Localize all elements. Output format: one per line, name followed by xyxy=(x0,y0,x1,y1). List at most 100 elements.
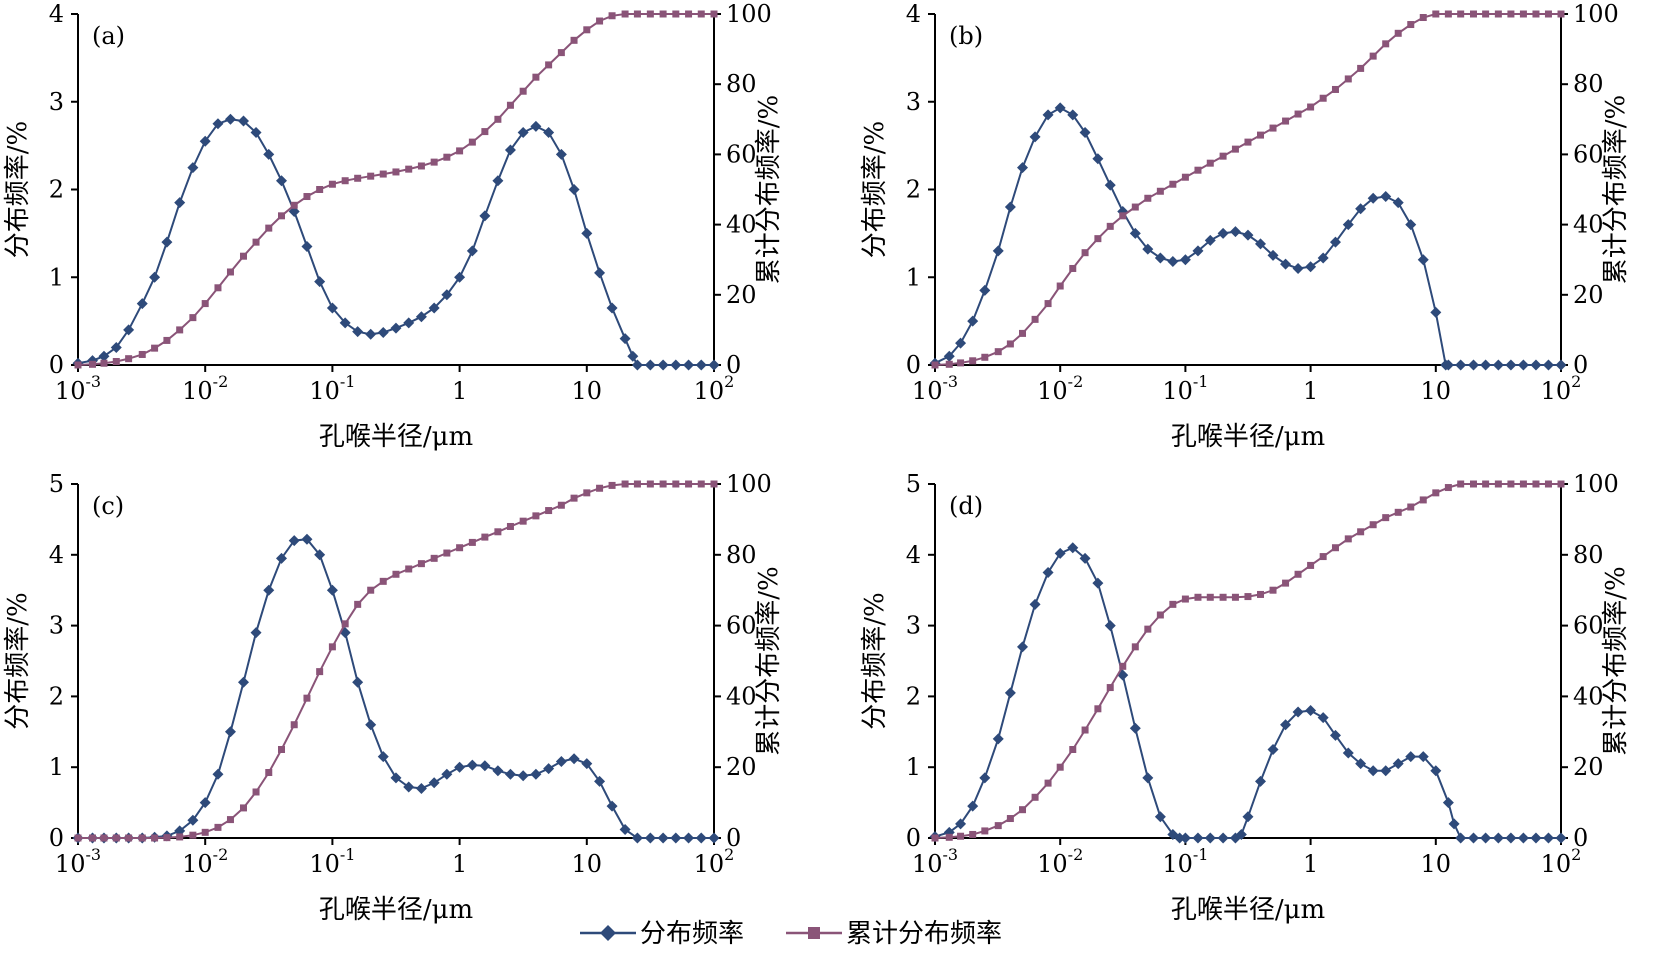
data-point-cumulative xyxy=(379,577,387,585)
data-point-cumulative xyxy=(367,586,375,594)
data-point-distribution xyxy=(454,761,466,773)
y-left-tick-label: 2 xyxy=(49,176,64,204)
data-point-cumulative xyxy=(379,170,387,178)
data-point-cumulative xyxy=(1181,173,1189,181)
y-left-tick-label: 4 xyxy=(49,541,64,569)
data-point-cumulative xyxy=(328,180,336,188)
data-point-cumulative xyxy=(201,300,209,308)
data-point-distribution xyxy=(708,359,720,371)
data-point-distribution xyxy=(1029,598,1041,610)
data-point-distribution xyxy=(174,197,186,209)
data-point-cumulative xyxy=(994,348,1002,356)
y-right-tick-label: 0 xyxy=(726,824,741,852)
data-point-cumulative xyxy=(1119,662,1127,670)
data-point-cumulative xyxy=(456,147,464,155)
data-point-cumulative xyxy=(1507,10,1515,18)
data-point-cumulative xyxy=(1257,590,1265,598)
data-point-cumulative xyxy=(214,823,222,831)
data-point-distribution xyxy=(1455,832,1467,844)
series-line-distribution xyxy=(934,106,1561,366)
data-point-cumulative xyxy=(994,822,1002,830)
data-point-cumulative xyxy=(1119,212,1127,220)
data-point-cumulative xyxy=(74,361,82,369)
data-point-distribution xyxy=(1367,765,1379,777)
data-point-cumulative xyxy=(1307,103,1315,111)
data-point-cumulative xyxy=(151,344,159,352)
panel-label: (a) xyxy=(92,22,125,50)
data-point-distribution xyxy=(708,832,720,844)
data-point-distribution xyxy=(627,350,639,362)
legend-label: 累计分布频率 xyxy=(846,919,1002,949)
data-point-cumulative xyxy=(633,10,641,18)
y-right-tick-label: 40 xyxy=(1573,682,1604,710)
data-point-cumulative xyxy=(969,357,977,365)
data-point-distribution xyxy=(1305,705,1317,717)
data-point-cumulative xyxy=(252,238,260,246)
data-point-distribution xyxy=(943,350,955,362)
y-left-tick-label: 1 xyxy=(49,263,64,291)
data-point-distribution xyxy=(224,726,236,738)
data-point-distribution xyxy=(1079,552,1091,564)
data-point-cumulative xyxy=(608,481,616,489)
data-point-distribution xyxy=(670,359,682,371)
data-point-cumulative xyxy=(1269,586,1277,594)
data-point-distribution xyxy=(568,753,580,765)
y-right-tick-label: 80 xyxy=(726,541,757,569)
series-line-distribution xyxy=(78,538,714,839)
data-point-cumulative xyxy=(1307,561,1315,569)
y-left-tick-label: 0 xyxy=(49,351,64,379)
y-left-tick-label: 0 xyxy=(49,824,64,852)
data-point-cumulative xyxy=(1031,315,1039,323)
legend: 分布频率 累计分布频率 xyxy=(580,919,1002,949)
data-point-cumulative xyxy=(659,480,667,488)
y-right-tick-label: 80 xyxy=(1573,70,1604,98)
data-point-distribution xyxy=(504,768,516,780)
data-point-distribution xyxy=(1480,359,1492,371)
data-point-cumulative xyxy=(354,174,362,182)
data-point-cumulative xyxy=(163,336,171,344)
data-point-distribution xyxy=(657,359,669,371)
data-point-distribution xyxy=(301,533,313,545)
data-point-distribution xyxy=(1448,818,1460,830)
data-point-cumulative xyxy=(226,816,234,824)
y-right-tick-label: 0 xyxy=(726,351,741,379)
x-tick-label: 10-1 xyxy=(309,372,355,405)
data-point-distribution xyxy=(955,818,967,830)
data-point-distribution xyxy=(466,759,478,771)
x-tick-label: 10-3 xyxy=(912,372,958,405)
data-point-distribution xyxy=(479,760,491,772)
data-point-distribution xyxy=(1104,179,1116,191)
data-point-distribution xyxy=(1492,359,1504,371)
data-point-cumulative xyxy=(931,834,939,842)
data-point-cumulative xyxy=(252,788,260,796)
data-point-distribution xyxy=(1417,751,1429,763)
data-point-distribution xyxy=(1167,255,1179,267)
data-point-cumulative xyxy=(545,61,553,69)
data-point-cumulative xyxy=(1331,544,1339,552)
data-point-distribution xyxy=(1392,197,1404,209)
data-point-cumulative xyxy=(969,830,977,838)
data-point-cumulative xyxy=(1056,282,1064,290)
data-point-cumulative xyxy=(710,480,718,488)
data-point-cumulative xyxy=(1019,806,1027,814)
y-left-tick-label: 3 xyxy=(49,612,64,640)
data-point-distribution xyxy=(1129,227,1141,239)
data-point-cumulative xyxy=(1369,52,1377,60)
data-point-cumulative xyxy=(1194,166,1202,174)
data-point-distribution xyxy=(517,126,529,138)
data-point-distribution xyxy=(1042,567,1054,578)
data-point-cumulative xyxy=(494,528,502,536)
y-right-tick-label: 0 xyxy=(1573,824,1588,852)
data-point-distribution xyxy=(441,289,453,301)
data-point-cumulative xyxy=(1519,10,1527,18)
y-axis-right-title: 累计分布频率/% xyxy=(754,95,784,284)
data-point-cumulative xyxy=(1219,152,1227,160)
panel-label: (d) xyxy=(949,492,983,520)
data-point-cumulative xyxy=(176,833,184,841)
data-point-distribution xyxy=(1467,832,1479,844)
data-point-distribution xyxy=(955,337,967,349)
y-left-tick-label: 1 xyxy=(906,753,921,781)
y-axis-left-title: 分布频率/% xyxy=(860,121,890,258)
data-point-distribution xyxy=(1042,109,1054,121)
